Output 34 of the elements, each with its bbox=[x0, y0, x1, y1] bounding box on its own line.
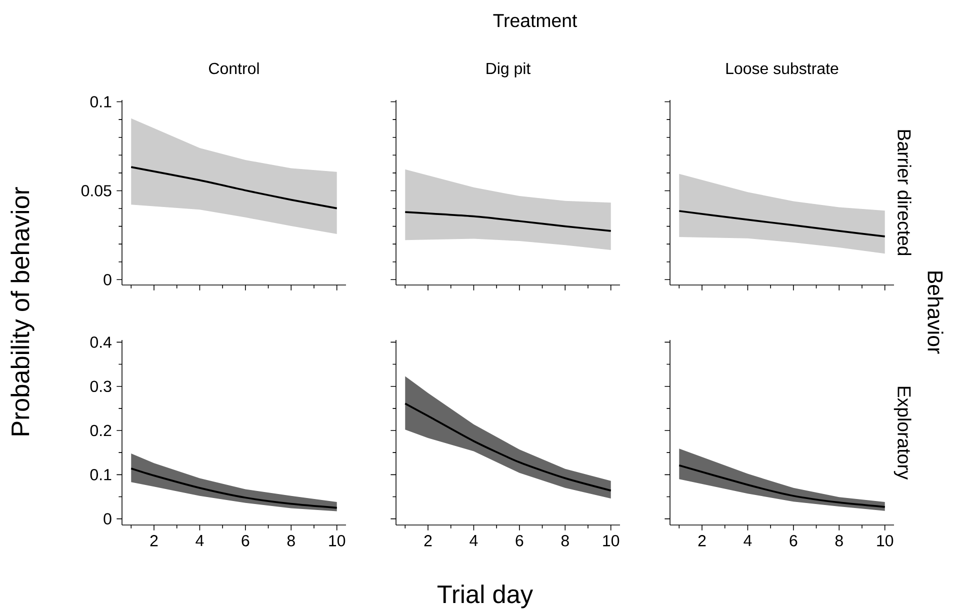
x-tick-label: 2 bbox=[698, 535, 706, 546]
y-tick-label: 0.05 bbox=[81, 185, 112, 196]
x-tick-label: 6 bbox=[790, 535, 798, 546]
x-tick-label: 8 bbox=[287, 535, 295, 546]
x-tick-label: 8 bbox=[835, 535, 843, 546]
text: Behavior bbox=[928, 272, 944, 354]
line-series bbox=[130, 468, 338, 509]
line-series bbox=[130, 166, 338, 210]
x-tick-label: 2 bbox=[424, 535, 432, 546]
y-axis-title: Probability of behavior bbox=[10, 187, 34, 436]
x-axis-title: Trial day bbox=[437, 584, 534, 608]
x-tick-label: 6 bbox=[242, 535, 250, 546]
chart-title: Dig pit bbox=[486, 62, 531, 78]
text: Treatment bbox=[493, 14, 578, 28]
y-tick-label: 0.4 bbox=[90, 336, 112, 348]
y-tick-label: 0.2 bbox=[90, 424, 112, 436]
chart-title: Loose substrate bbox=[726, 62, 838, 74]
x-tick-label: 2 bbox=[150, 535, 158, 546]
y2-axis-title: Exploratory bbox=[894, 386, 912, 480]
x-tick-label: 4 bbox=[744, 535, 752, 546]
x-tick-label: 8 bbox=[561, 535, 569, 546]
chart-title: Control bbox=[209, 62, 259, 74]
y-tick-label: 0.1 bbox=[90, 469, 112, 480]
y2-axis-title: Barrier directed bbox=[898, 130, 912, 256]
y-tick-label: 0.3 bbox=[90, 380, 112, 392]
x-tick-label: 4 bbox=[196, 535, 204, 546]
x-tick-label: 10 bbox=[329, 535, 346, 546]
x-tick-label: 10 bbox=[877, 535, 894, 546]
x-tick-label: 10 bbox=[603, 535, 620, 546]
y-tick-label: 0.1 bbox=[90, 96, 112, 108]
y-tick-label: 0 bbox=[104, 274, 112, 286]
x-tick-label: 4 bbox=[470, 535, 478, 546]
x-tick-label: 6 bbox=[516, 535, 524, 546]
y-tick-label: 0 bbox=[104, 513, 112, 524]
